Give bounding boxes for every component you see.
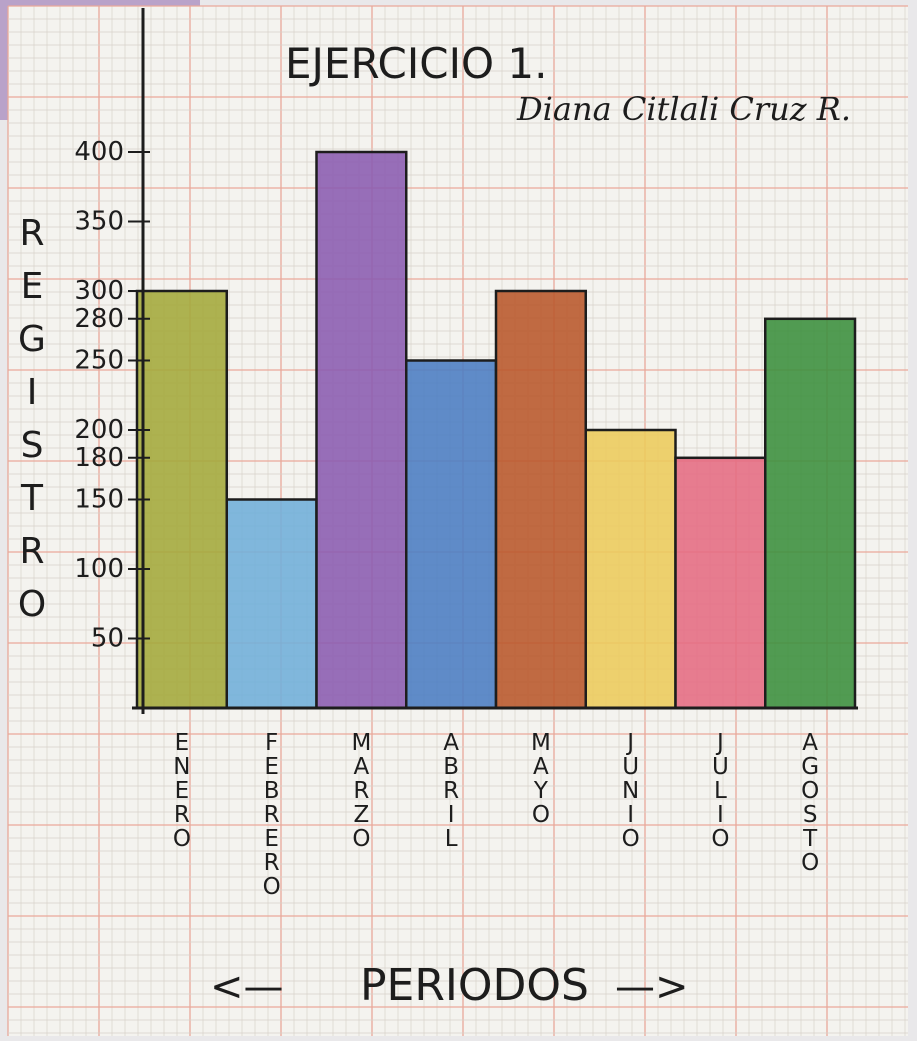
x-label-letter: O bbox=[173, 826, 191, 852]
x-label-letter: R bbox=[264, 802, 280, 828]
y-label-letter: T bbox=[20, 478, 44, 519]
x-label-letter: J bbox=[625, 730, 634, 756]
x-label-letter: O bbox=[801, 850, 819, 876]
x-label-letter: R bbox=[443, 778, 459, 804]
y-tick-label: 250 bbox=[74, 346, 124, 376]
x-label-letter: F bbox=[265, 730, 278, 756]
bar-agosto bbox=[764, 317, 857, 710]
y-label-letter: R bbox=[19, 213, 44, 254]
y-label-letter: I bbox=[27, 372, 38, 413]
x-label-letter: E bbox=[175, 730, 190, 756]
y-tick-label: 300 bbox=[74, 276, 124, 306]
x-label-letter: U bbox=[712, 754, 729, 780]
x-label-letter: B bbox=[443, 754, 459, 780]
y-tick-label: 200 bbox=[74, 415, 124, 445]
x-axis-label-group: <— PERIODOS —> bbox=[210, 960, 689, 1011]
bar-julio bbox=[674, 456, 767, 710]
y-tick-label: 350 bbox=[74, 207, 124, 237]
y-tick-label: 150 bbox=[74, 485, 124, 515]
x-label-letter: O bbox=[263, 874, 281, 900]
x-label-letter: Z bbox=[353, 802, 369, 828]
x-label-letter: E bbox=[264, 754, 279, 780]
x-label-letter: M bbox=[531, 730, 551, 756]
bar-enero bbox=[135, 289, 228, 710]
x-label-letter: N bbox=[173, 754, 190, 780]
y-label-letter: G bbox=[18, 319, 46, 360]
bar-junio bbox=[584, 428, 677, 710]
y-tick-label: 400 bbox=[74, 137, 124, 167]
y-label-letter: E bbox=[21, 266, 44, 307]
x-label-letter: O bbox=[622, 826, 640, 852]
x-axis-left-arrow: <— bbox=[210, 964, 284, 1010]
x-label-letter: L bbox=[714, 778, 727, 804]
bar-febrero bbox=[225, 498, 318, 710]
x-label-letter: R bbox=[174, 802, 190, 828]
x-label-letter: O bbox=[532, 802, 550, 828]
author-name: Diana Citlali Cruz R. bbox=[516, 90, 851, 128]
bar-abril bbox=[405, 359, 498, 710]
x-label-letter: Y bbox=[533, 778, 549, 804]
x-label-letter: T bbox=[802, 826, 818, 852]
x-label-letter: A bbox=[533, 754, 549, 780]
bar-mayo bbox=[494, 289, 587, 710]
x-label-letter: O bbox=[801, 778, 819, 804]
y-label-letter: S bbox=[21, 425, 44, 466]
y-label-letter: R bbox=[19, 531, 44, 572]
x-label-letter: R bbox=[264, 850, 280, 876]
x-label-letter: O bbox=[352, 826, 370, 852]
y-tick-label: 280 bbox=[74, 304, 124, 334]
y-tick-label: 50 bbox=[91, 624, 124, 654]
x-label-letter: A bbox=[443, 730, 459, 756]
x-label-letter: N bbox=[622, 778, 639, 804]
x-axis-right-arrow: —> bbox=[615, 964, 689, 1010]
x-label-letter: S bbox=[803, 802, 818, 828]
bars bbox=[135, 150, 857, 710]
x-label-letter: A bbox=[354, 754, 370, 780]
x-label-letter: M bbox=[351, 730, 371, 756]
x-label-letter: I bbox=[448, 802, 455, 828]
y-tick-label: 180 bbox=[74, 443, 124, 473]
y-label-letter: O bbox=[18, 584, 46, 625]
x-label-letter: E bbox=[264, 826, 279, 852]
x-label-letter: A bbox=[802, 730, 818, 756]
chart-title: EJERCICIO 1. bbox=[285, 39, 547, 88]
x-label-letter: I bbox=[627, 802, 634, 828]
x-label-letter: O bbox=[711, 826, 729, 852]
x-label-letter: L bbox=[445, 826, 458, 852]
x-label-letter: J bbox=[715, 730, 724, 756]
x-label-letter: I bbox=[717, 802, 724, 828]
x-label-letter: R bbox=[353, 778, 369, 804]
bar-marzo bbox=[315, 150, 408, 710]
x-label-letter: U bbox=[622, 754, 639, 780]
x-label-letter: E bbox=[175, 778, 190, 804]
x-axis-label: PERIODOS bbox=[360, 960, 589, 1011]
y-tick-label: 100 bbox=[74, 554, 124, 584]
x-tick-labels: ENEROFEBREROMARZOABRILMAYOJUNIOJULIOAGOS… bbox=[173, 730, 819, 900]
x-label-letter: B bbox=[264, 778, 280, 804]
x-label-letter: G bbox=[801, 754, 819, 780]
